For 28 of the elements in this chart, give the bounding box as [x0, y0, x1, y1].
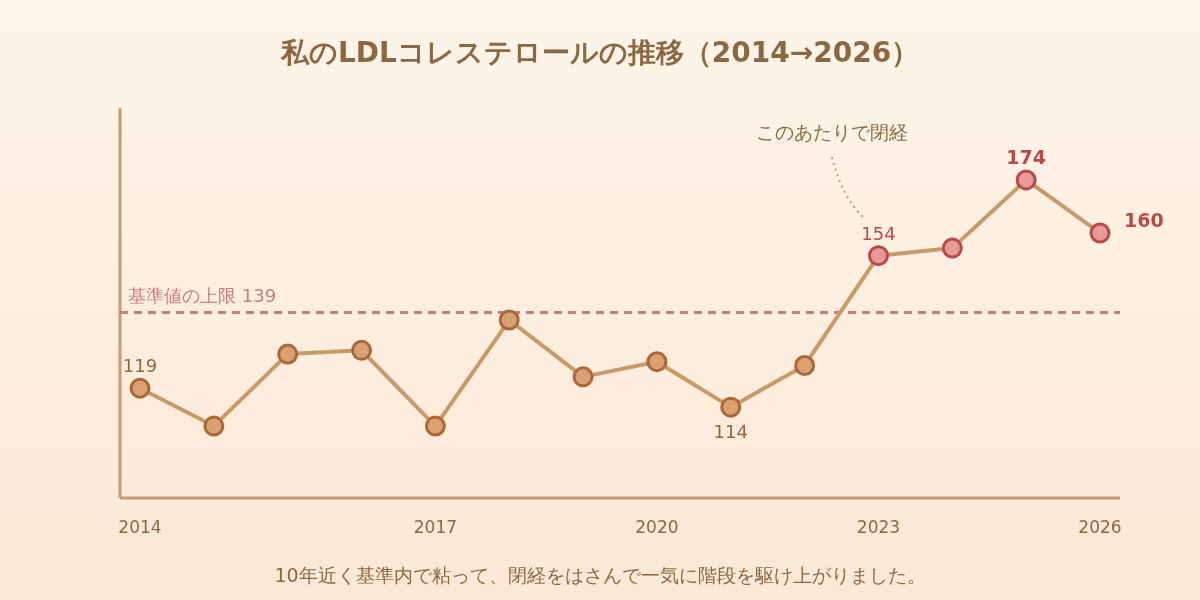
- data-label: 119: [122, 355, 158, 377]
- x-tick-label: 2020: [635, 517, 679, 537]
- point: [277, 343, 299, 365]
- ref-line-label: 基準値の上限 139: [128, 285, 277, 307]
- point: [203, 415, 225, 437]
- x-tick-label: 2023: [856, 517, 901, 537]
- point: [1015, 169, 1037, 191]
- text: 10年近く基準内で粘って、閉経をはさんで一気に階段を駆け上がりました。: [274, 564, 926, 586]
- point: [129, 377, 151, 399]
- point: [646, 351, 668, 373]
- point: [1089, 222, 1111, 244]
- point: [867, 245, 889, 267]
- point: [941, 237, 963, 259]
- data-label: 160: [1124, 208, 1164, 231]
- point: [794, 354, 816, 376]
- point: [351, 339, 373, 361]
- point: [424, 415, 446, 437]
- data-label: 114: [713, 421, 748, 443]
- x-tick-label: 2014: [118, 517, 162, 537]
- x-tick-label: 2026: [1078, 517, 1122, 537]
- point: [572, 366, 594, 388]
- annotation: このあたりで閉経: [756, 121, 908, 143]
- chart-title: 私のLDLコレステロールの推移（2014→2026）: [279, 36, 920, 69]
- point: [498, 309, 520, 331]
- x-tick-label: 2017: [413, 517, 458, 537]
- data-label: 174: [1006, 145, 1046, 168]
- point: [720, 396, 742, 418]
- data-label: 154: [861, 222, 896, 244]
